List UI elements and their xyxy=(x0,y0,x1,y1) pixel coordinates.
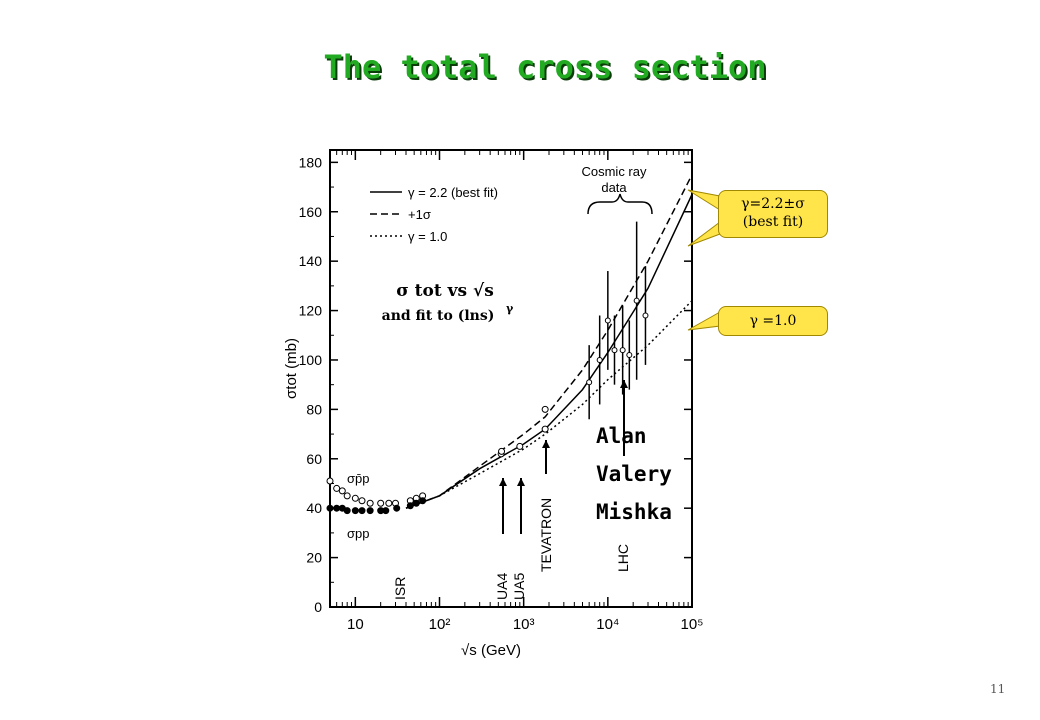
ppbar-label: σp̄p xyxy=(347,471,369,486)
slide-title: The total cross section xyxy=(323,48,767,86)
ppbar-point xyxy=(385,499,393,507)
chart-ticks: 0 20 40 60 80 100 120 140 160 180 10 10² 10³ 10⁴ 10⁵ √s… xyxy=(283,150,703,659)
ppbar-point xyxy=(343,492,351,500)
fit-curve xyxy=(405,174,693,509)
cosmic-point xyxy=(596,356,603,363)
name-mishka: Mishka xyxy=(596,500,672,524)
chart-annotations: σ tot vs √s and fit to (lns) γ Cosmic rayda… xyxy=(347,164,653,600)
x-axis-label: √s (GeV) xyxy=(461,642,521,659)
callout-best-fit-label: (best fit) xyxy=(742,214,804,230)
ppbar-point xyxy=(333,484,341,492)
y-tick-label: 20 xyxy=(306,550,322,566)
pp-point xyxy=(406,502,414,510)
ppbar-point xyxy=(351,494,359,502)
energy-arrowhead xyxy=(620,380,628,388)
y-tick-label: 0 xyxy=(314,599,322,615)
pp-point xyxy=(358,507,366,515)
inner-title-sup: γ xyxy=(506,302,514,315)
fit-curves xyxy=(405,174,693,509)
y-tick-label: 140 xyxy=(299,253,323,269)
inner-title-line1: σ tot vs √s xyxy=(396,281,494,301)
page-number: 11 xyxy=(990,682,1006,696)
cosmic-ray-points xyxy=(586,221,649,420)
ppbar-point xyxy=(377,499,385,507)
fit-curve xyxy=(405,300,693,509)
pp-point xyxy=(382,507,390,515)
callout-best-fit: γ=2.2±σ (best fit) xyxy=(718,190,828,238)
x-tick-label: 10 xyxy=(347,616,364,633)
cosmic-label-line1: Cosmic ray xyxy=(581,164,647,179)
cosmic-point xyxy=(642,312,649,319)
y-axis-label: σtot (mb) xyxy=(283,338,300,399)
callout-best-fit-gamma: γ=2.2±σ xyxy=(741,196,805,212)
cosmic-point xyxy=(626,352,633,359)
y-tick-label: 80 xyxy=(306,401,322,417)
cosmic-brace xyxy=(587,193,653,215)
callout-gamma-one-label: γ =1.0 xyxy=(749,313,797,329)
x-tick-label: 10³ xyxy=(513,616,535,633)
pp-point xyxy=(419,497,427,505)
callout-gamma-one: γ =1.0 xyxy=(718,306,828,336)
pp-point xyxy=(351,507,359,515)
cosmic-label-line2: data xyxy=(601,180,627,195)
y-tick-label: 40 xyxy=(306,500,322,516)
experiment-label: UA4 xyxy=(494,573,510,600)
y-tick-label: 180 xyxy=(299,154,323,170)
x-tick-label: 10⁵ xyxy=(681,616,704,633)
y-tick-label: 60 xyxy=(306,451,322,467)
y-tick-label: 120 xyxy=(299,303,323,319)
cosmic-point xyxy=(619,347,626,354)
ppbar-point xyxy=(366,499,374,507)
experiment-label: ISR xyxy=(392,577,408,600)
pp-point xyxy=(366,507,374,515)
ppbar-point xyxy=(498,447,506,455)
y-tick-label: 100 xyxy=(299,352,323,368)
plot-frame xyxy=(329,149,693,608)
chart-axes xyxy=(329,149,693,608)
pp-point xyxy=(412,499,420,507)
legend-label: γ = 1.0 xyxy=(408,229,447,244)
energy-arrowhead xyxy=(542,440,550,448)
ppbar-point xyxy=(516,442,524,450)
name-alan: Alan xyxy=(596,424,647,448)
pp-point xyxy=(393,504,401,512)
inner-title-line2: and fit to (lns) xyxy=(382,308,495,324)
ppbar-point xyxy=(338,487,346,495)
ppbar-point xyxy=(326,477,334,485)
cosmic-point xyxy=(611,347,618,354)
pp-label: σpp xyxy=(347,526,369,541)
callout-pointers xyxy=(687,189,721,331)
pp-point xyxy=(326,504,334,512)
experiment-label: UA5 xyxy=(511,573,527,600)
energy-arrowhead xyxy=(517,478,525,486)
ppbar-point xyxy=(541,405,549,413)
chart-legend: γ = 2.2 (best fit) +1σ γ = 1.0 xyxy=(370,185,498,244)
ppbar-point xyxy=(541,425,549,433)
cosmic-point xyxy=(604,317,611,324)
cosmic-point xyxy=(586,379,593,386)
energy-arrowhead xyxy=(499,478,507,486)
x-tick-label: 10⁴ xyxy=(596,616,619,633)
x-tick-label: 10² xyxy=(429,616,451,633)
pp-point xyxy=(333,504,341,512)
experiment-label: LHC xyxy=(615,544,631,572)
ppbar-point xyxy=(358,497,366,505)
name-valery: Valery xyxy=(596,462,672,486)
pp-point xyxy=(343,507,351,515)
legend-label: γ = 2.2 (best fit) xyxy=(408,185,498,200)
legend-label: +1σ xyxy=(408,207,431,222)
cosmic-point xyxy=(633,297,640,304)
experiment-label: TEVATRON xyxy=(538,498,554,572)
data-points xyxy=(326,405,549,515)
y-tick-label: 160 xyxy=(299,204,323,220)
